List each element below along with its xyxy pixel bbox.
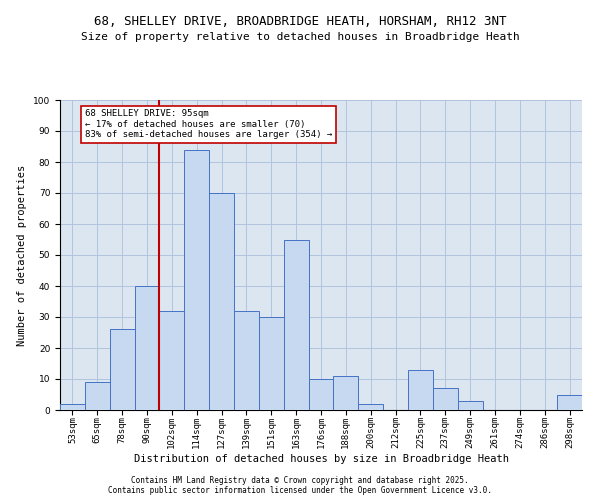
Text: Contains HM Land Registry data © Crown copyright and database right 2025.: Contains HM Land Registry data © Crown c… xyxy=(131,476,469,485)
Bar xyxy=(209,193,234,410)
Text: Contains public sector information licensed under the Open Government Licence v3: Contains public sector information licen… xyxy=(108,486,492,495)
Bar xyxy=(284,240,308,410)
Bar xyxy=(85,382,110,410)
Text: Size of property relative to detached houses in Broadbridge Heath: Size of property relative to detached ho… xyxy=(80,32,520,42)
Text: 68, SHELLEY DRIVE, BROADBRIDGE HEATH, HORSHAM, RH12 3NT: 68, SHELLEY DRIVE, BROADBRIDGE HEATH, HO… xyxy=(94,15,506,28)
Y-axis label: Number of detached properties: Number of detached properties xyxy=(17,164,28,346)
Bar xyxy=(408,370,433,410)
Bar xyxy=(259,317,284,410)
Bar xyxy=(557,394,582,410)
Bar xyxy=(358,404,383,410)
Text: 68 SHELLEY DRIVE: 95sqm
← 17% of detached houses are smaller (70)
83% of semi-de: 68 SHELLEY DRIVE: 95sqm ← 17% of detache… xyxy=(85,110,332,139)
X-axis label: Distribution of detached houses by size in Broadbridge Heath: Distribution of detached houses by size … xyxy=(133,454,509,464)
Bar xyxy=(110,330,134,410)
Bar xyxy=(134,286,160,410)
Bar xyxy=(433,388,458,410)
Bar xyxy=(184,150,209,410)
Bar xyxy=(234,311,259,410)
Bar xyxy=(160,311,184,410)
Bar xyxy=(60,404,85,410)
Bar xyxy=(334,376,358,410)
Bar xyxy=(308,379,334,410)
Bar xyxy=(458,400,482,410)
